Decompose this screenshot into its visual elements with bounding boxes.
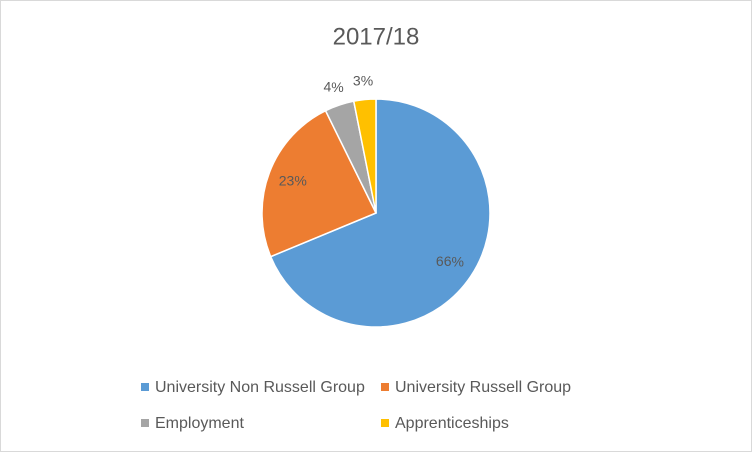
data-label: 4% — [323, 79, 343, 95]
data-label: 3% — [353, 72, 373, 88]
pie-slice — [269, 98, 491, 328]
legend-swatch — [141, 419, 149, 427]
legend-label: University Russell Group — [395, 379, 571, 396]
pie-slice — [261, 109, 378, 258]
legend-swatch — [381, 383, 389, 391]
pie-slice — [352, 98, 377, 214]
legend-swatch — [141, 383, 149, 391]
legend-label: University Non Russell Group — [155, 379, 365, 396]
legend-label: Employment — [155, 415, 244, 432]
data-label: 66% — [436, 253, 464, 269]
legend-label: Apprenticeships — [395, 415, 509, 432]
legend-swatch — [381, 419, 389, 427]
chart-title: 2017/18 — [333, 23, 420, 50]
data-label: 23% — [279, 172, 307, 188]
